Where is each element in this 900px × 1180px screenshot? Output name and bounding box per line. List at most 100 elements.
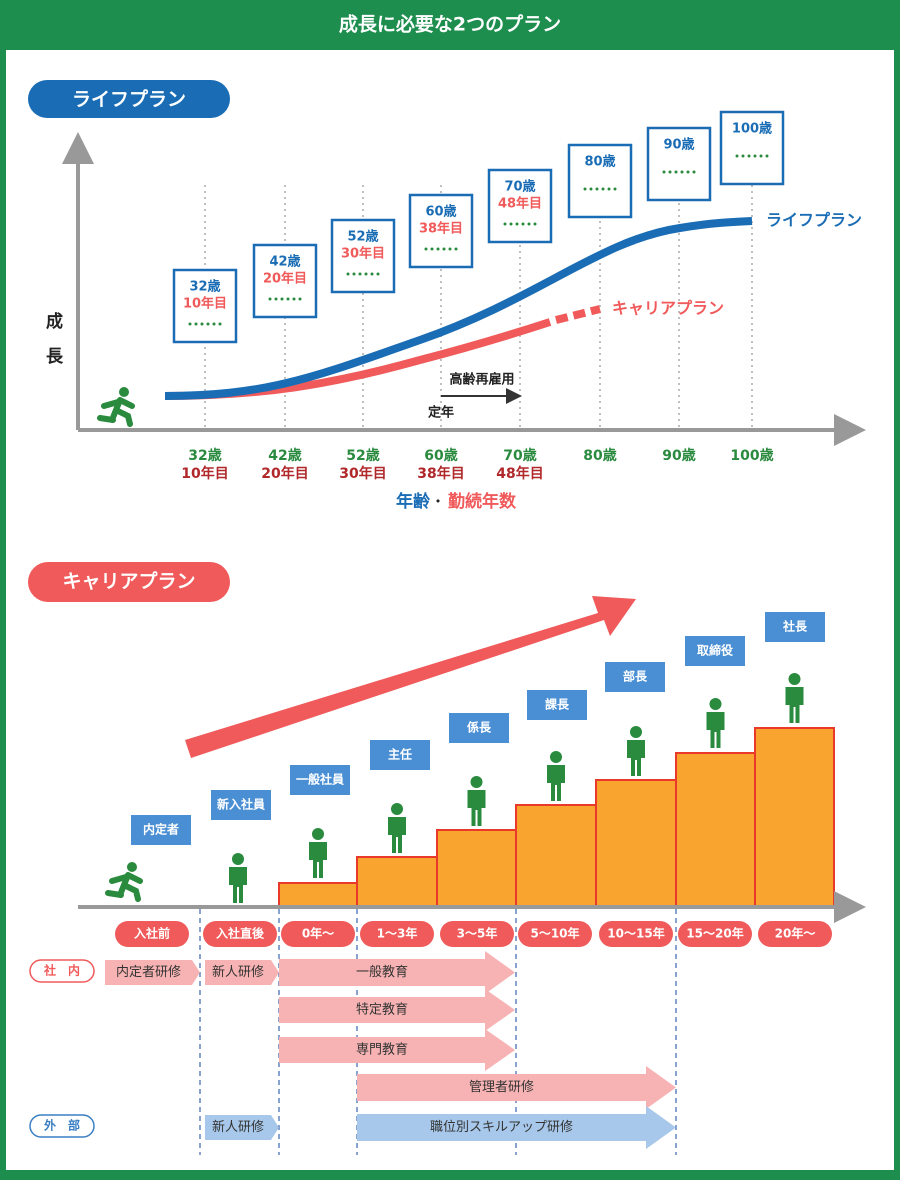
person-icon: [391, 803, 403, 815]
x-axis-age: 100歳: [730, 447, 773, 464]
dot: [370, 272, 374, 276]
x-axis-age: 32歳: [188, 447, 221, 464]
milestone-years: 30年目: [341, 246, 385, 262]
dot: [668, 170, 672, 174]
position-label: 一般社員: [296, 772, 344, 787]
dot: [442, 247, 446, 251]
dot: [503, 222, 507, 226]
position-label: 社長: [782, 619, 808, 634]
position-box: [131, 815, 191, 845]
dot: [448, 247, 452, 251]
milestone-box: [330, 218, 396, 294]
training-arrow: [205, 1115, 279, 1140]
runner-icon: [97, 397, 135, 427]
dot: [521, 222, 525, 226]
life-curve-label: ライフプラン: [766, 211, 862, 230]
runner-icon: [119, 387, 129, 397]
career-curve-label: キャリアプラン: [612, 299, 724, 318]
step: [675, 752, 756, 908]
x-axis-title-age: 年齢: [396, 491, 431, 512]
x-axis-years: 10年目: [181, 465, 228, 482]
x-axis-age: 80歳: [583, 447, 616, 464]
milestone-years: 20年目: [263, 271, 307, 287]
person-icon: [229, 867, 247, 903]
dot: [680, 170, 684, 174]
person-icon: [312, 828, 324, 840]
position-label: 新入社員: [217, 797, 265, 812]
dot: [292, 297, 296, 301]
dot: [206, 322, 210, 326]
period-label: 入社前: [134, 926, 170, 941]
period-label: 0年～: [302, 926, 334, 941]
dot: [454, 247, 458, 251]
position-box: [449, 713, 509, 743]
dot: [346, 272, 350, 276]
milestone-years: 48年目: [498, 196, 542, 212]
dot: [515, 222, 519, 226]
training-label: 専門教育: [356, 1042, 408, 1058]
person-icon: [788, 673, 801, 685]
training-label: 新人研修: [212, 964, 264, 980]
dot: [194, 322, 198, 326]
person-icon: [785, 687, 804, 723]
dot: [358, 272, 362, 276]
x-axis-age: 42歳: [268, 447, 301, 464]
milestone-age: 70歳: [504, 179, 535, 195]
milestone-box: [719, 110, 785, 186]
period-pill: [758, 921, 832, 947]
retirement-label: 定年: [427, 405, 454, 421]
milestone-box: [646, 126, 712, 202]
dot: [424, 247, 428, 251]
x-axis-years: 38年目: [417, 465, 464, 482]
step: [754, 727, 835, 908]
training-arrow: [357, 1066, 676, 1109]
person-icon: [470, 776, 483, 788]
training-arrow: [279, 1029, 515, 1071]
milestone-box: [252, 243, 318, 319]
badge: [28, 562, 230, 602]
period-label: 1～3年: [377, 926, 418, 941]
training-label: 新人研修: [212, 1119, 264, 1135]
badge-text: ライフプラン: [72, 88, 186, 111]
dot: [509, 222, 513, 226]
dot: [280, 297, 284, 301]
person-icon: [232, 853, 244, 865]
period-label: 3～5年: [457, 926, 498, 941]
x-axis-title-tenure: 勤続年数: [448, 491, 517, 512]
dot: [364, 272, 368, 276]
runner-icon: [127, 862, 137, 872]
person-icon: [550, 751, 562, 763]
dot: [533, 222, 537, 226]
training-label: 管理者研修: [469, 1080, 534, 1095]
step: [595, 779, 677, 908]
step: [278, 882, 358, 908]
training-label: 内定者研修: [116, 964, 181, 980]
dot: [274, 297, 278, 301]
page-title: 成長に必要な2つのプラン: [339, 13, 561, 36]
training-arrow: [205, 960, 279, 985]
dot: [583, 187, 587, 191]
position-box: [290, 765, 350, 795]
dot: [692, 170, 696, 174]
career-curve-dash: [555, 305, 601, 324]
person-icon: [706, 712, 725, 748]
training-label: 職位別スキルアップ研修: [430, 1120, 573, 1135]
dot: [352, 272, 356, 276]
period-pill: [518, 921, 592, 947]
period-pill: [203, 921, 277, 947]
dot: [765, 154, 769, 158]
period-pill: [360, 921, 434, 947]
dot: [436, 247, 440, 251]
person-icon: [309, 842, 327, 878]
step: [356, 856, 438, 908]
position-box: [370, 740, 430, 770]
dot: [595, 187, 599, 191]
reemployment-label: 高齢再雇用: [449, 372, 514, 388]
training-label: 一般教育: [356, 964, 408, 980]
dot: [286, 297, 290, 301]
period-pill: [440, 921, 514, 947]
period-label: 入社直後: [216, 926, 265, 941]
dot: [589, 187, 593, 191]
